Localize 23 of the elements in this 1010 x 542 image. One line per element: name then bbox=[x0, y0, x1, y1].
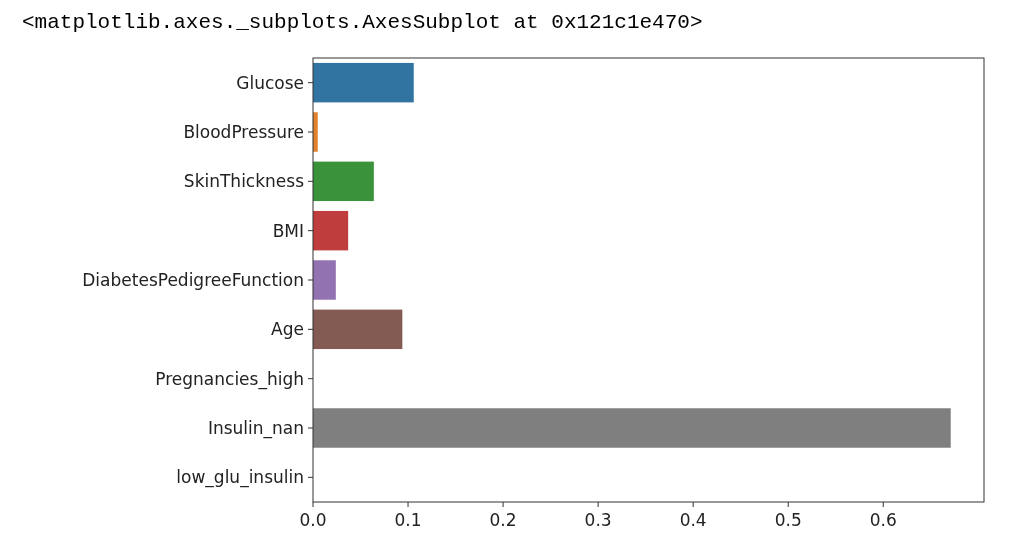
bar bbox=[313, 161, 374, 202]
x-tick-label: 0.6 bbox=[869, 510, 897, 530]
x-tick-label: 0.3 bbox=[584, 510, 612, 530]
y-tick-label: Age bbox=[271, 319, 304, 340]
text: <matplotlib.axes._subplots.AxesSubplot at 0x121c1e470> bbox=[22, 11, 703, 34]
bar bbox=[313, 62, 414, 103]
bar bbox=[313, 408, 951, 448]
x-tick-label: 0.4 bbox=[679, 510, 707, 530]
y-tick-label: BloodPressure bbox=[183, 121, 304, 142]
x-tick-label: 0.1 bbox=[394, 510, 422, 530]
y-tick-label: Pregnancies_high bbox=[155, 368, 304, 390]
y-tick-label: Insulin_nan bbox=[207, 417, 304, 439]
y-tick-label: DiabetesPedigreeFunction bbox=[82, 269, 304, 290]
x-tick-label: 0.5 bbox=[774, 510, 802, 530]
y-tick-label: SkinThickness bbox=[183, 171, 305, 192]
x-tick-label: 0.0 bbox=[299, 510, 327, 530]
bar bbox=[313, 309, 403, 350]
bar bbox=[313, 210, 349, 251]
y-tick-label: Glucose bbox=[236, 72, 304, 93]
x-tick-label: 0.2 bbox=[489, 510, 517, 530]
bar bbox=[313, 260, 336, 300]
y-tick-label: BMI bbox=[272, 220, 304, 241]
y-tick-label: low_glu_insulin bbox=[176, 467, 304, 489]
